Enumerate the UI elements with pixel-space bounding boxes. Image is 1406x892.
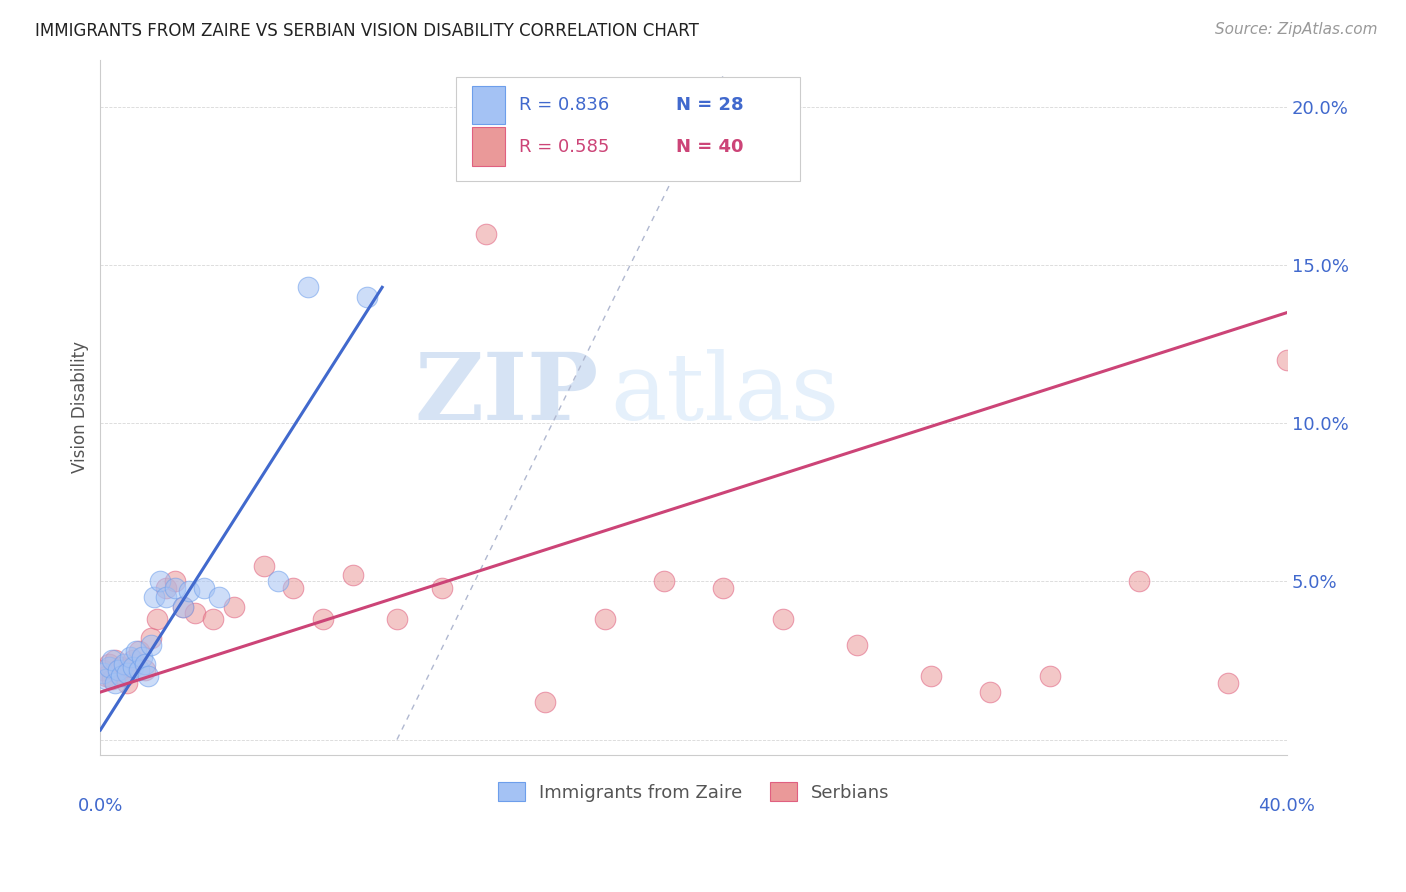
Point <box>845 638 868 652</box>
Point <box>179 583 201 598</box>
Point <box>172 599 194 614</box>
Point <box>193 581 215 595</box>
Point <box>118 660 141 674</box>
Point <box>118 650 141 665</box>
Point <box>96 669 118 683</box>
Point <box>385 612 408 626</box>
Point <box>134 657 156 671</box>
Point <box>356 290 378 304</box>
Point <box>107 663 129 677</box>
Point <box>430 581 453 595</box>
Point <box>267 574 290 589</box>
Point <box>1216 675 1239 690</box>
Point <box>1039 669 1062 683</box>
Point <box>112 657 135 671</box>
Text: atlas: atlas <box>610 349 839 439</box>
Point <box>222 599 245 614</box>
Text: N = 28: N = 28 <box>676 95 744 114</box>
Point <box>110 660 132 674</box>
Point <box>163 581 186 595</box>
Point <box>115 666 138 681</box>
Bar <box>472 86 505 124</box>
Point <box>652 574 675 589</box>
Point <box>202 612 225 626</box>
Legend: Immigrants from Zaire, Serbians: Immigrants from Zaire, Serbians <box>491 775 897 809</box>
Point <box>125 644 148 658</box>
Point <box>104 675 127 690</box>
Text: Source: ZipAtlas.com: Source: ZipAtlas.com <box>1215 22 1378 37</box>
Point <box>184 606 207 620</box>
Point <box>1275 353 1298 368</box>
Point <box>252 558 274 573</box>
Point <box>110 669 132 683</box>
Point <box>172 599 194 614</box>
Point <box>128 663 150 677</box>
Point <box>312 612 335 626</box>
Point <box>107 666 129 681</box>
Point <box>155 591 177 605</box>
Point <box>122 660 145 674</box>
Point <box>98 657 121 671</box>
Point <box>131 650 153 665</box>
Point <box>772 612 794 626</box>
Point <box>342 568 364 582</box>
Text: ZIP: ZIP <box>415 349 599 439</box>
Text: 40.0%: 40.0% <box>1258 797 1316 815</box>
Point <box>104 653 127 667</box>
Point <box>145 612 167 626</box>
Point <box>979 685 1001 699</box>
Text: R = 0.585: R = 0.585 <box>519 137 610 155</box>
Point <box>101 653 124 667</box>
FancyBboxPatch shape <box>457 77 800 181</box>
Point <box>98 660 121 674</box>
Point <box>711 581 734 595</box>
Point <box>134 663 156 677</box>
Text: 0.0%: 0.0% <box>77 797 124 815</box>
Point <box>142 591 165 605</box>
Point <box>208 591 231 605</box>
Point <box>920 669 942 683</box>
Bar <box>472 128 505 166</box>
Text: R = 0.836: R = 0.836 <box>519 95 609 114</box>
Point <box>139 638 162 652</box>
Point <box>534 695 557 709</box>
Point <box>136 669 159 683</box>
Point <box>163 574 186 589</box>
Point <box>149 574 172 589</box>
Point <box>475 227 498 241</box>
Point <box>297 280 319 294</box>
Point <box>128 644 150 658</box>
Point <box>112 669 135 683</box>
Point <box>115 675 138 690</box>
Point <box>155 581 177 595</box>
Text: N = 40: N = 40 <box>676 137 744 155</box>
Point <box>122 653 145 667</box>
Point <box>283 581 305 595</box>
Point <box>1128 574 1150 589</box>
Point <box>593 612 616 626</box>
Point <box>91 663 114 677</box>
Point <box>139 632 162 646</box>
Point <box>91 666 114 681</box>
Point <box>96 673 118 687</box>
Text: IMMIGRANTS FROM ZAIRE VS SERBIAN VISION DISABILITY CORRELATION CHART: IMMIGRANTS FROM ZAIRE VS SERBIAN VISION … <box>35 22 699 40</box>
Point <box>101 673 124 687</box>
Y-axis label: Vision Disability: Vision Disability <box>72 342 89 474</box>
